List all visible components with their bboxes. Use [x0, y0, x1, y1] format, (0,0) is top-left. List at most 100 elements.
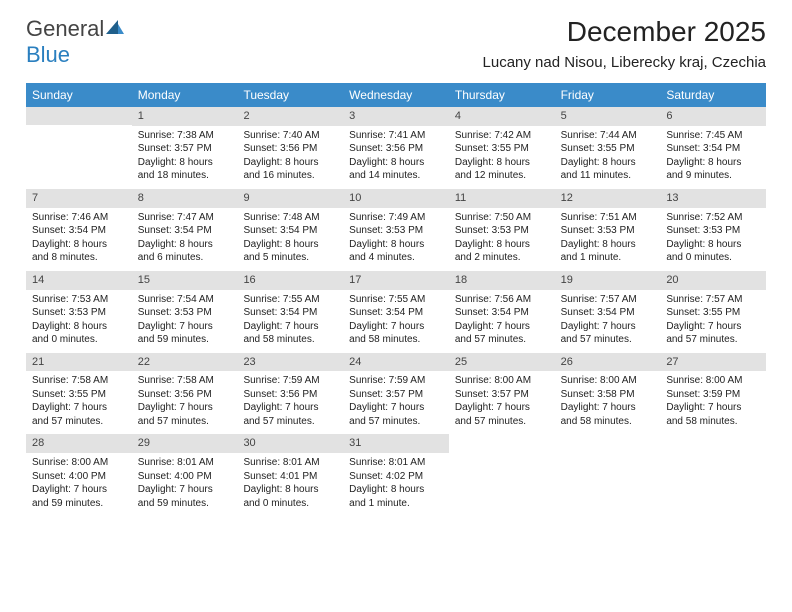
cell-body: Sunrise: 7:51 AMSunset: 3:53 PMDaylight:…	[555, 208, 661, 271]
sunrise-text: Sunrise: 7:44 AM	[561, 129, 655, 143]
weeks-container: 1Sunrise: 7:38 AMSunset: 3:57 PMDaylight…	[26, 107, 766, 516]
daylight-text: Daylight: 7 hours and 57 minutes.	[455, 320, 549, 347]
logo-word2: Blue	[26, 42, 70, 67]
daylight-text: Daylight: 8 hours and 6 minutes.	[138, 238, 232, 265]
sunrise-text: Sunrise: 7:38 AM	[138, 129, 232, 143]
sunset-text: Sunset: 3:54 PM	[32, 224, 126, 238]
daylight-text: Daylight: 7 hours and 59 minutes.	[32, 483, 126, 510]
day-number: 12	[555, 189, 661, 208]
day-number: 22	[132, 353, 238, 372]
sunset-text: Sunset: 3:53 PM	[455, 224, 549, 238]
daylight-text: Daylight: 8 hours and 0 minutes.	[666, 238, 760, 265]
cell-body: Sunrise: 8:00 AMSunset: 4:00 PMDaylight:…	[26, 453, 132, 516]
calendar-cell: 13Sunrise: 7:52 AMSunset: 3:53 PMDayligh…	[660, 189, 766, 271]
sunrise-text: Sunrise: 7:53 AM	[32, 293, 126, 307]
daylight-text: Daylight: 8 hours and 0 minutes.	[32, 320, 126, 347]
daylight-text: Daylight: 7 hours and 58 minutes.	[561, 401, 655, 428]
daylight-text: Daylight: 7 hours and 57 minutes.	[138, 401, 232, 428]
sunrise-text: Sunrise: 7:52 AM	[666, 211, 760, 225]
cell-body: Sunrise: 7:58 AMSunset: 3:56 PMDaylight:…	[132, 371, 238, 434]
sunrise-text: Sunrise: 7:48 AM	[243, 211, 337, 225]
sunset-text: Sunset: 3:53 PM	[138, 306, 232, 320]
daylight-text: Daylight: 8 hours and 14 minutes.	[349, 156, 443, 183]
cell-body: Sunrise: 7:52 AMSunset: 3:53 PMDaylight:…	[660, 208, 766, 271]
cell-body: Sunrise: 7:41 AMSunset: 3:56 PMDaylight:…	[343, 126, 449, 189]
day-number: 24	[343, 353, 449, 372]
week-row: 1Sunrise: 7:38 AMSunset: 3:57 PMDaylight…	[26, 107, 766, 189]
cell-body	[449, 452, 555, 508]
daylight-text: Daylight: 8 hours and 0 minutes.	[243, 483, 337, 510]
sunset-text: Sunset: 3:54 PM	[138, 224, 232, 238]
day-header-mon: Monday	[132, 83, 238, 107]
day-header-sat: Saturday	[660, 83, 766, 107]
sunrise-text: Sunrise: 7:45 AM	[666, 129, 760, 143]
cell-body: Sunrise: 7:59 AMSunset: 3:57 PMDaylight:…	[343, 371, 449, 434]
cell-body: Sunrise: 8:01 AMSunset: 4:00 PMDaylight:…	[132, 453, 238, 516]
calendar-cell: 7Sunrise: 7:46 AMSunset: 3:54 PMDaylight…	[26, 189, 132, 271]
sunset-text: Sunset: 3:54 PM	[455, 306, 549, 320]
sunrise-text: Sunrise: 7:51 AM	[561, 211, 655, 225]
cell-body: Sunrise: 8:01 AMSunset: 4:01 PMDaylight:…	[237, 453, 343, 516]
calendar-cell: 17Sunrise: 7:55 AMSunset: 3:54 PMDayligh…	[343, 271, 449, 353]
daylight-text: Daylight: 7 hours and 57 minutes.	[349, 401, 443, 428]
sunset-text: Sunset: 3:55 PM	[455, 142, 549, 156]
daylight-text: Daylight: 8 hours and 18 minutes.	[138, 156, 232, 183]
cell-body	[660, 452, 766, 508]
cell-body: Sunrise: 7:55 AMSunset: 3:54 PMDaylight:…	[343, 290, 449, 353]
cell-body	[26, 125, 132, 181]
sunrise-text: Sunrise: 7:55 AM	[349, 293, 443, 307]
daylight-text: Daylight: 7 hours and 59 minutes.	[138, 483, 232, 510]
calendar-cell: 6Sunrise: 7:45 AMSunset: 3:54 PMDaylight…	[660, 107, 766, 189]
day-number: 8	[132, 189, 238, 208]
calendar-cell	[555, 434, 661, 516]
day-number: 23	[237, 353, 343, 372]
sunset-text: Sunset: 3:56 PM	[243, 142, 337, 156]
cell-body: Sunrise: 7:54 AMSunset: 3:53 PMDaylight:…	[132, 290, 238, 353]
cell-body: Sunrise: 7:38 AMSunset: 3:57 PMDaylight:…	[132, 126, 238, 189]
cell-body: Sunrise: 8:00 AMSunset: 3:57 PMDaylight:…	[449, 371, 555, 434]
calendar-cell: 31Sunrise: 8:01 AMSunset: 4:02 PMDayligh…	[343, 434, 449, 516]
sunrise-text: Sunrise: 7:40 AM	[243, 129, 337, 143]
sunset-text: Sunset: 3:54 PM	[243, 306, 337, 320]
calendar-cell: 5Sunrise: 7:44 AMSunset: 3:55 PMDaylight…	[555, 107, 661, 189]
calendar-cell: 23Sunrise: 7:59 AMSunset: 3:56 PMDayligh…	[237, 353, 343, 435]
daylight-text: Daylight: 8 hours and 4 minutes.	[349, 238, 443, 265]
logo-sail-icon	[104, 16, 126, 42]
sunset-text: Sunset: 3:57 PM	[349, 388, 443, 402]
daylight-text: Daylight: 7 hours and 57 minutes.	[561, 320, 655, 347]
sunset-text: Sunset: 3:54 PM	[666, 142, 760, 156]
sunrise-text: Sunrise: 8:00 AM	[455, 374, 549, 388]
day-number: 19	[555, 271, 661, 290]
calendar-cell	[449, 434, 555, 516]
daylight-text: Daylight: 8 hours and 11 minutes.	[561, 156, 655, 183]
cell-body	[555, 452, 661, 508]
sunrise-text: Sunrise: 7:56 AM	[455, 293, 549, 307]
daylight-text: Daylight: 7 hours and 58 minutes.	[666, 401, 760, 428]
daylight-text: Daylight: 8 hours and 16 minutes.	[243, 156, 337, 183]
calendar-cell: 21Sunrise: 7:58 AMSunset: 3:55 PMDayligh…	[26, 353, 132, 435]
sunrise-text: Sunrise: 7:57 AM	[561, 293, 655, 307]
cell-body: Sunrise: 7:47 AMSunset: 3:54 PMDaylight:…	[132, 208, 238, 271]
day-number: 5	[555, 107, 661, 126]
cell-body: Sunrise: 7:46 AMSunset: 3:54 PMDaylight:…	[26, 208, 132, 271]
day-number: 13	[660, 189, 766, 208]
calendar-cell: 18Sunrise: 7:56 AMSunset: 3:54 PMDayligh…	[449, 271, 555, 353]
calendar-cell: 14Sunrise: 7:53 AMSunset: 3:53 PMDayligh…	[26, 271, 132, 353]
calendar-cell: 27Sunrise: 8:00 AMSunset: 3:59 PMDayligh…	[660, 353, 766, 435]
sunset-text: Sunset: 3:53 PM	[666, 224, 760, 238]
day-number: 7	[26, 189, 132, 208]
daylight-text: Daylight: 7 hours and 57 minutes.	[666, 320, 760, 347]
header: General Blue December 2025 Lucany nad Ni…	[0, 0, 792, 75]
calendar-cell: 22Sunrise: 7:58 AMSunset: 3:56 PMDayligh…	[132, 353, 238, 435]
title-block: December 2025 Lucany nad Nisou, Libereck…	[483, 16, 766, 71]
sunrise-text: Sunrise: 7:57 AM	[666, 293, 760, 307]
cell-body: Sunrise: 7:57 AMSunset: 3:54 PMDaylight:…	[555, 290, 661, 353]
sunrise-text: Sunrise: 7:58 AM	[138, 374, 232, 388]
calendar-cell: 28Sunrise: 8:00 AMSunset: 4:00 PMDayligh…	[26, 434, 132, 516]
sunrise-text: Sunrise: 7:46 AM	[32, 211, 126, 225]
cell-body: Sunrise: 8:01 AMSunset: 4:02 PMDaylight:…	[343, 453, 449, 516]
day-number: 25	[449, 353, 555, 372]
day-number	[555, 434, 661, 452]
day-number: 4	[449, 107, 555, 126]
calendar-cell: 1Sunrise: 7:38 AMSunset: 3:57 PMDaylight…	[132, 107, 238, 189]
